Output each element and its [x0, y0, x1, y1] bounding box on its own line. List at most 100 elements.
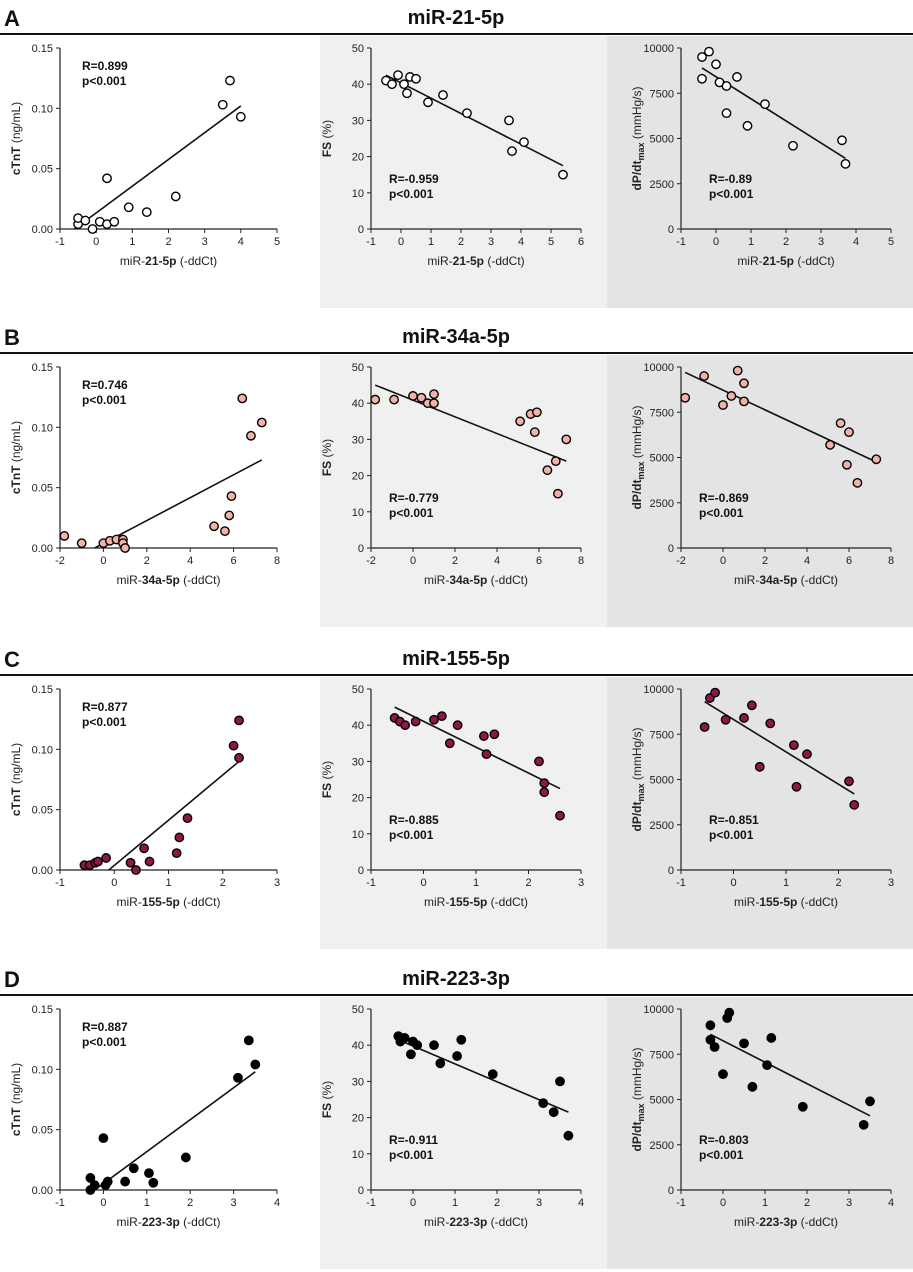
y-axis-label: cTnT (ng/mL) [9, 102, 23, 175]
x-axis-label: miR-21-5p (-ddCt) [427, 254, 524, 268]
y-axis-label: cTnT (ng/mL) [9, 1063, 23, 1136]
y-tick-label: 0 [358, 865, 364, 877]
data-point [553, 488, 563, 499]
data-point [835, 418, 846, 429]
data-point [120, 1176, 131, 1187]
x-tick-label: 1 [165, 877, 171, 889]
p-value: p<0.001 [82, 1035, 127, 1049]
data-point [797, 1101, 808, 1112]
p-value: p<0.001 [389, 828, 434, 842]
y-tick-label: 10000 [643, 362, 674, 374]
data-point [93, 856, 103, 867]
data-point [515, 416, 525, 427]
correlation-r: R=-0.779 [389, 491, 439, 505]
x-tick-label: 6 [231, 555, 237, 567]
row-title: miR-155-5p [402, 648, 510, 670]
correlation-r: R=-0.911 [389, 1133, 438, 1147]
y-tick-label: 30 [352, 1076, 364, 1088]
y-tick-label: 0.10 [32, 103, 53, 115]
y-tick-label: 0.15 [32, 362, 53, 374]
x-tick-label: -1 [55, 1197, 65, 1209]
x-tick-label: -2 [366, 555, 376, 567]
data-point [102, 1176, 113, 1187]
data-point [555, 1076, 565, 1087]
y-tick-label: 2500 [650, 179, 674, 191]
x-tick-label: 3 [488, 236, 494, 248]
data-point [705, 1034, 716, 1045]
p-value: p<0.001 [82, 715, 127, 729]
y-tick-label: 30 [352, 756, 364, 768]
y-tick-label: 10000 [643, 684, 674, 696]
x-axis-label: miR-155-5p (-ddCt) [424, 895, 528, 909]
data-point [98, 1133, 109, 1144]
data-point [102, 173, 112, 184]
correlation-r: R=-0.885 [389, 813, 439, 827]
data-point [405, 1049, 416, 1060]
panel-letter: A [4, 6, 20, 31]
x-tick-label: 4 [494, 555, 500, 567]
data-point [370, 394, 381, 405]
x-tick-label: 0 [100, 555, 106, 567]
y-tick-label: 40 [352, 398, 364, 410]
data-point [844, 427, 854, 438]
x-tick-label: 3 [818, 236, 824, 248]
data-point [76, 538, 87, 549]
data-point [85, 1173, 96, 1183]
data-point [224, 510, 235, 521]
y-tick-label: 0 [358, 1185, 364, 1197]
y-tick-label: 10 [352, 829, 364, 841]
data-point [217, 99, 228, 110]
data-point [844, 776, 854, 787]
x-tick-label: 6 [536, 555, 542, 567]
y-tick-label: 0.00 [32, 543, 53, 555]
y-tick-label: 2500 [650, 498, 674, 510]
y-tick-label: 5000 [650, 453, 674, 465]
x-tick-label: -2 [676, 555, 686, 567]
row-title: miR-223-3p [402, 968, 510, 990]
data-point [234, 752, 244, 763]
x-tick-label: -1 [676, 236, 686, 248]
regression-line [394, 706, 561, 790]
y-tick-label: 0.00 [32, 1185, 53, 1197]
data-point [452, 720, 463, 731]
x-tick-label: 3 [888, 877, 894, 889]
y-tick-label: 2500 [650, 820, 674, 832]
data-point [788, 140, 798, 151]
plot-D-left: 0.00 0.05 0.10 0.15 -1 0 1 2 3 4 miR-223-3p (-ddCt… [9, 1004, 280, 1229]
x-tick-label: 4 [578, 1197, 584, 1209]
x-axis-label: miR-21-5p (-ddCt) [737, 254, 834, 268]
data-point [724, 1007, 735, 1018]
data-point [788, 740, 799, 751]
data-point [387, 79, 397, 90]
y-tick-label: 0 [668, 543, 674, 555]
y-axis-label: dP/dtmax (mmHg/s) [630, 86, 646, 190]
x-tick-label: 1 [473, 877, 479, 889]
regression-line [374, 384, 567, 462]
data-point [721, 81, 732, 91]
y-tick-label: 0.00 [32, 224, 53, 236]
y-tick-label: 20 [352, 793, 364, 805]
regression-line [73, 105, 242, 230]
x-tick-label: -2 [55, 555, 65, 567]
x-tick-label: 3 [231, 1197, 237, 1209]
data-point [462, 108, 472, 119]
data-point [710, 687, 721, 698]
y-tick-label: 7500 [650, 88, 674, 100]
data-point [444, 738, 455, 749]
y-tick-label: 40 [352, 79, 364, 91]
p-value: p<0.001 [82, 74, 127, 88]
p-value: p<0.001 [389, 1148, 434, 1162]
data-point [144, 856, 155, 867]
y-tick-label: 40 [352, 720, 364, 732]
data-point [141, 207, 152, 218]
data-point [504, 115, 514, 126]
x-tick-label: 2 [452, 555, 458, 567]
y-tick-label: 30 [352, 434, 364, 446]
regression-line [684, 371, 877, 463]
panel-letter: B [4, 325, 20, 350]
x-axis-label: miR-223-3p (-ddCt) [116, 1215, 220, 1229]
data-point [438, 90, 448, 100]
